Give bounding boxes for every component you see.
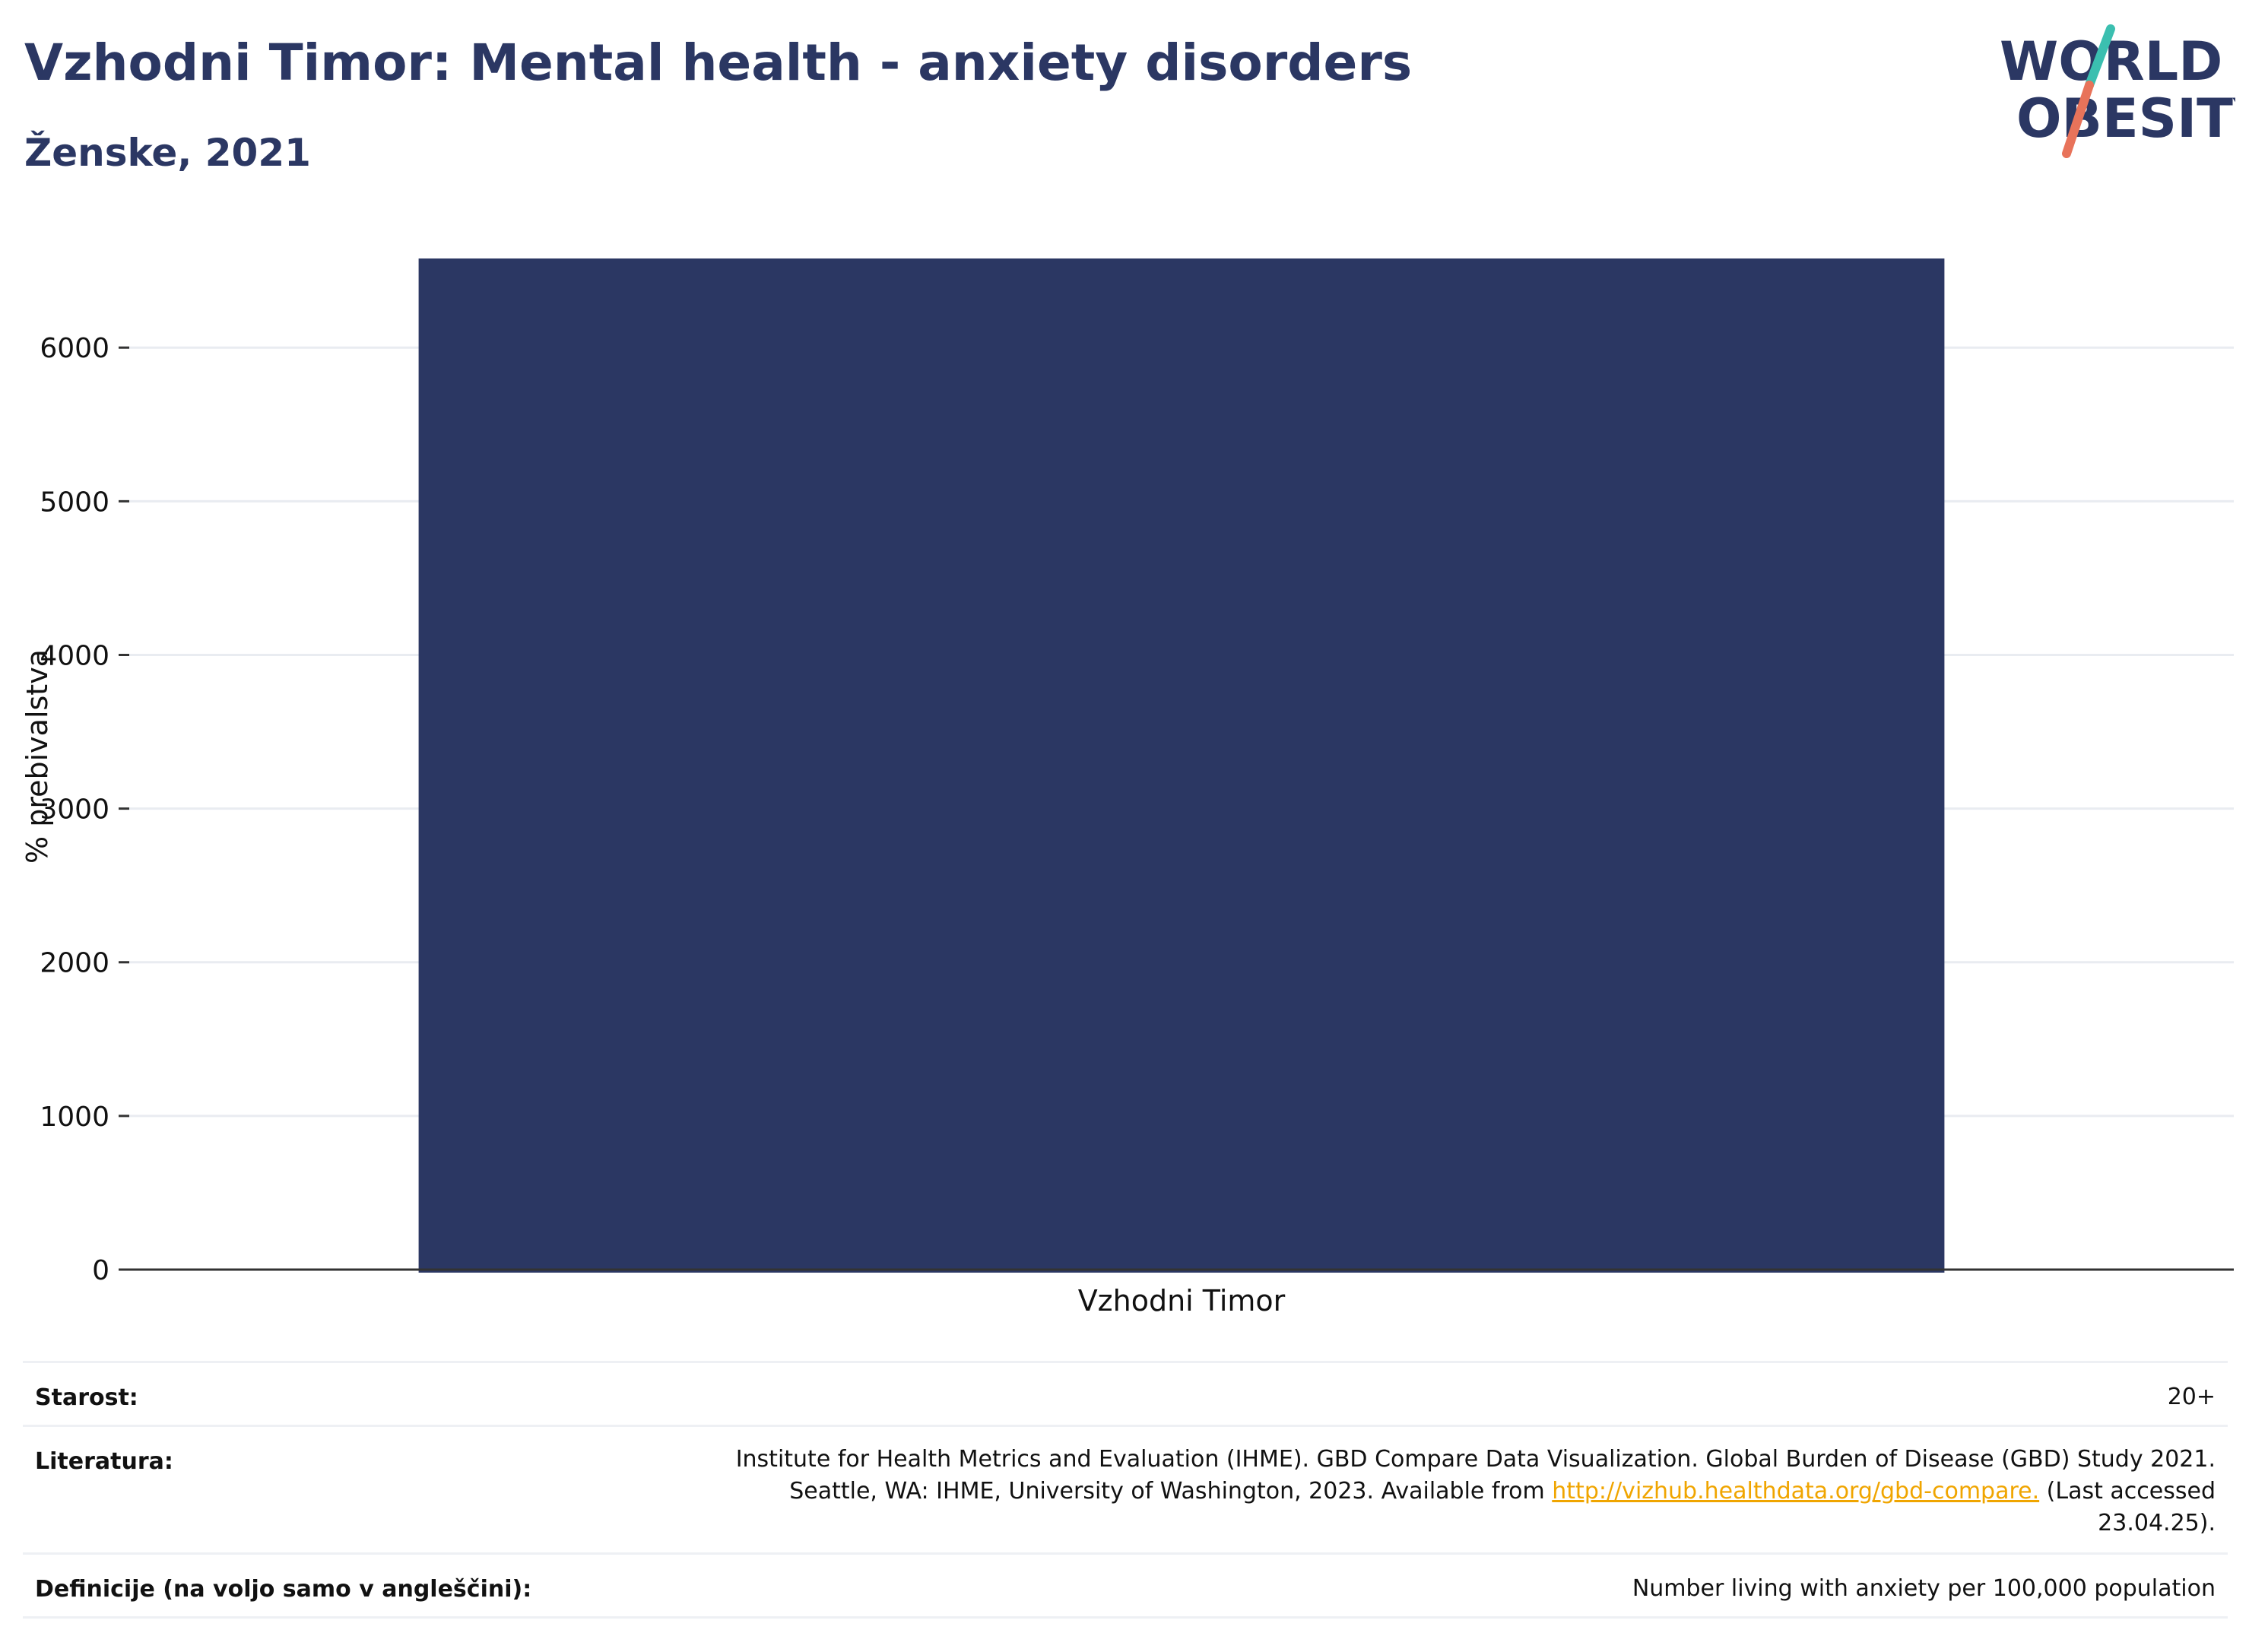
age-label: Starost: — [35, 1384, 138, 1411]
meta-row-source: Literatura: Institute for Health Metrics… — [23, 1425, 2228, 1555]
world-obesity-logo: WORLD OBESITY — [2000, 24, 2235, 158]
y-tick-label: 0 — [92, 1255, 109, 1286]
definition-value: Number living with anxiety per 100,000 p… — [1632, 1575, 2216, 1602]
y-tick-label: 2000 — [40, 948, 109, 979]
source-line-1: Institute for Health Metrics and Evaluat… — [735, 1446, 2216, 1473]
source-link[interactable]: http://vizhub.healthdata.org/gbd-compare… — [1552, 1478, 2040, 1505]
x-tick-label: Vzhodni Timor — [1078, 1284, 1286, 1317]
bars — [418, 258, 1945, 1273]
y-tick-labels: 0 1000 2000 3000 4000 5000 6000 — [40, 333, 129, 1286]
logo-text-world: WORLD — [2000, 30, 2222, 93]
source-label: Literatura: — [35, 1448, 173, 1475]
source-line-2: Seattle, WA: IHME, University of Washing… — [736, 1476, 2216, 1508]
source-line-2-post: (Last accessed — [2039, 1478, 2216, 1505]
y-tick-label: 1000 — [40, 1102, 109, 1133]
age-value: 20+ — [2167, 1384, 2216, 1410]
source-line-2-pre: Seattle, WA: IHME, University of Washing… — [789, 1478, 1553, 1505]
source-line-3: 23.04.25). — [2098, 1510, 2216, 1536]
logo-text-obesity: OBESITY — [2016, 87, 2235, 150]
page-subtitle: Ženske, 2021 — [24, 131, 311, 175]
y-tick-label: 4000 — [40, 640, 109, 671]
x-tick-labels: Vzhodni Timor — [1078, 1284, 1286, 1317]
y-tick-label: 5000 — [40, 487, 109, 518]
meta-row-definition: Definicije (na voljo samo v angleščini):… — [23, 1552, 2228, 1619]
definition-label: Definicije (na voljo samo v angleščini): — [35, 1576, 532, 1603]
meta-bottom-border — [23, 1616, 2228, 1619]
meta-row-age: Starost: 20+ — [23, 1361, 2228, 1427]
bar[interactable] — [418, 258, 1945, 1273]
y-tick-label: 6000 — [40, 333, 109, 364]
y-tick-label: 3000 — [40, 794, 109, 826]
source-value: Institute for Health Metrics and Evaluat… — [736, 1444, 2216, 1539]
logo-slash-bottom — [2062, 81, 2094, 158]
page-title: Vzhodni Timor: Mental health - anxiety d… — [24, 33, 1413, 92]
y-axis-label: % prebivalstva — [21, 649, 54, 864]
logo-slash-top — [2085, 24, 2115, 90]
